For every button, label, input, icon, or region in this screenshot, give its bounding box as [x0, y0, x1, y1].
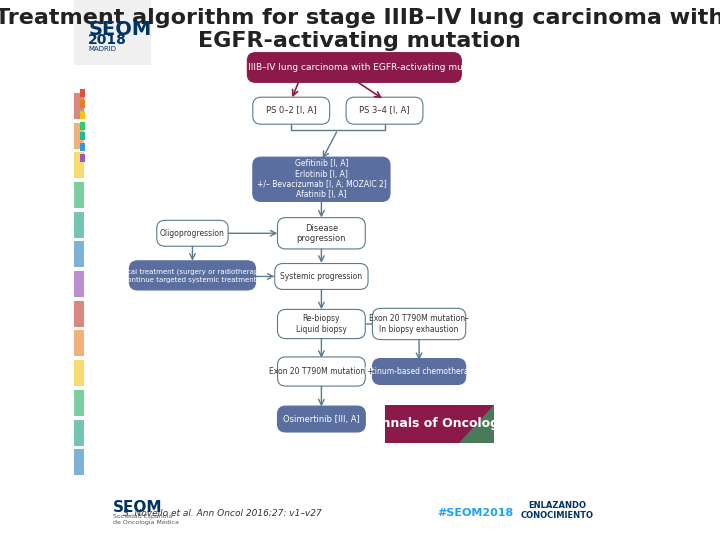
FancyBboxPatch shape	[346, 97, 423, 124]
Text: Systemic progression: Systemic progression	[280, 272, 362, 281]
Text: Osimertinib [III, A]: Osimertinib [III, A]	[283, 415, 360, 423]
Bar	[80, 122, 86, 130]
Bar	[74, 449, 84, 475]
Bar	[74, 360, 84, 386]
Bar	[80, 132, 86, 140]
FancyBboxPatch shape	[277, 406, 365, 432]
FancyBboxPatch shape	[253, 97, 330, 124]
FancyBboxPatch shape	[277, 309, 365, 339]
Bar	[74, 390, 84, 416]
Text: PS 0–2 [I, A]: PS 0–2 [I, A]	[266, 106, 317, 115]
Polygon shape	[459, 405, 494, 443]
FancyBboxPatch shape	[277, 357, 365, 386]
Text: SEOM: SEOM	[88, 20, 151, 39]
Text: PS 3–4 [I, A]: PS 3–4 [I, A]	[359, 106, 410, 115]
FancyBboxPatch shape	[248, 52, 462, 82]
Bar	[80, 143, 86, 151]
FancyBboxPatch shape	[372, 308, 466, 340]
Bar	[74, 123, 84, 148]
Text: MADRID: MADRID	[88, 45, 116, 52]
Text: SEOM: SEOM	[113, 500, 163, 515]
FancyBboxPatch shape	[384, 405, 494, 443]
Text: Exon 20 T790M mutation +: Exon 20 T790M mutation +	[269, 367, 374, 376]
Text: Re-biopsy
Liquid biopsy: Re-biopsy Liquid biopsy	[296, 314, 347, 334]
Text: S. Novello et al. Ann Oncol 2016;27: v1–v27: S. Novello et al. Ann Oncol 2016;27: v1–…	[123, 509, 322, 517]
Bar	[74, 152, 84, 178]
Bar	[74, 301, 84, 327]
Bar	[74, 93, 84, 119]
Text: 2018: 2018	[88, 33, 127, 48]
Bar	[74, 420, 84, 446]
Bar	[74, 330, 84, 356]
FancyBboxPatch shape	[372, 359, 466, 384]
Bar	[80, 154, 86, 162]
Text: Annals of Oncology: Annals of Oncology	[372, 417, 507, 430]
FancyBboxPatch shape	[157, 220, 228, 246]
Text: Platinum-based chemotherapy: Platinum-based chemotherapy	[360, 367, 478, 376]
Text: ENLAZANDO
CONOCIMIENTO: ENLAZANDO CONOCIMIENTO	[521, 501, 594, 520]
FancyBboxPatch shape	[130, 261, 256, 290]
Bar	[80, 100, 86, 108]
FancyBboxPatch shape	[277, 218, 365, 249]
Text: #SEOM2018: #SEOM2018	[437, 508, 513, 518]
Bar	[74, 212, 84, 238]
Bar	[80, 111, 86, 119]
Text: Stage IIIB–IV lung carcinoma with EGFR-activating mutation: Stage IIIB–IV lung carcinoma with EGFR-a…	[219, 63, 490, 72]
Text: Gefitinib [I, A]
Erlotinib [I, A]
+/– Bevacizumab [I, A; MOZAIC 2]
Afatinib [I, : Gefitinib [I, A] Erlotinib [I, A] +/– Be…	[256, 159, 386, 199]
Text: Disease
progression: Disease progression	[297, 224, 346, 243]
Text: Oligoprogression: Oligoprogression	[160, 229, 225, 238]
Bar	[80, 89, 86, 97]
FancyBboxPatch shape	[74, 0, 151, 65]
Bar	[74, 241, 84, 267]
Bar	[74, 182, 84, 208]
Text: Exon 20 T790M mutation–
In biopsy exhaustion: Exon 20 T790M mutation– In biopsy exhaus…	[369, 314, 469, 334]
FancyBboxPatch shape	[253, 157, 390, 201]
Text: Local treatment (surgery or radiotherapy)
and continue targeted systemic treatme: Local treatment (surgery or radiotherapy…	[107, 268, 277, 282]
Bar	[74, 271, 84, 297]
Text: Treatment algorithm for stage IIIB–IV lung carcinoma with
EGFR-activating mutati: Treatment algorithm for stage IIIB–IV lu…	[0, 8, 720, 51]
Text: Sociedad Española
de Oncología Médica: Sociedad Española de Oncología Médica	[113, 514, 179, 525]
FancyBboxPatch shape	[275, 264, 368, 289]
